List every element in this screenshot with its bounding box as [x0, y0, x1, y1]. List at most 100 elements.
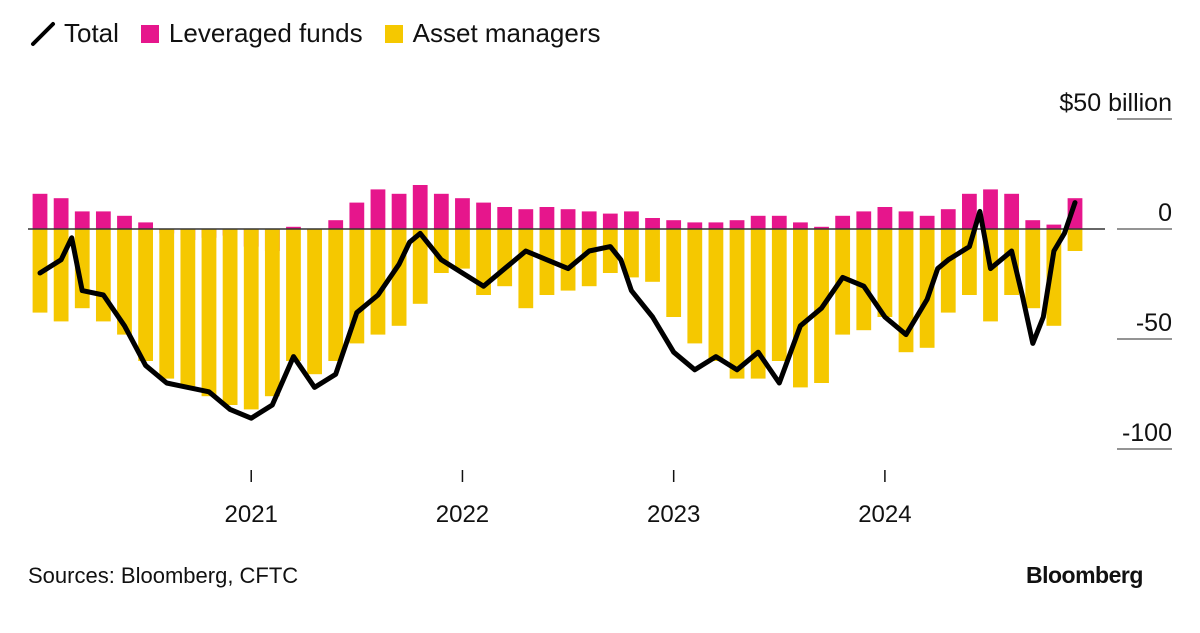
leveraged-bar	[1046, 224, 1062, 229]
asset-bar	[687, 229, 703, 344]
leveraged-bar	[666, 220, 682, 229]
asset-bar	[961, 229, 977, 295]
asset-bar	[117, 229, 132, 335]
leveraged-bar	[370, 189, 386, 229]
leveraged-bar	[1025, 220, 1041, 229]
asset-bar	[645, 229, 660, 282]
asset-bar	[708, 229, 724, 361]
leveraged-bar	[687, 222, 703, 229]
leveraged-bar	[814, 226, 829, 229]
legend-item-leveraged: Leveraged funds	[140, 18, 363, 49]
asset-bar	[412, 229, 428, 304]
leveraged-bar	[793, 222, 808, 229]
legend-label-total: Total	[64, 18, 119, 48]
bloomberg-logo: Bloomberg	[1026, 562, 1143, 588]
asset-bar	[391, 229, 407, 326]
asset-bar	[201, 229, 217, 397]
total-line-icon	[31, 21, 55, 46]
leveraged-bar	[455, 198, 470, 229]
leveraged-bar	[877, 207, 893, 229]
leveraged-bar	[624, 211, 639, 229]
asset-bar	[243, 229, 259, 410]
asset-bar	[264, 229, 280, 397]
legend-label-leveraged: Leveraged funds	[168, 18, 363, 48]
leveraged-bar	[750, 215, 766, 229]
asset-bar	[222, 229, 238, 405]
asset-bar	[307, 229, 322, 375]
leveraged-bar	[708, 222, 724, 229]
asset-bar	[1004, 229, 1020, 295]
leveraged-bar	[856, 211, 872, 229]
asset-bar	[919, 229, 935, 348]
leveraged-bar	[539, 207, 555, 229]
asset-bar	[602, 229, 618, 273]
x-tick-label: 2023	[647, 501, 700, 528]
asset-bar	[877, 229, 893, 317]
asset-bars	[32, 229, 1083, 410]
asset-bar	[729, 229, 745, 379]
chart-legend: Total Leveraged funds Asset managers	[30, 18, 623, 49]
asset-bar	[771, 229, 787, 361]
asset-bar	[940, 229, 956, 313]
leveraged-bar	[602, 213, 618, 229]
asset-bar	[286, 229, 301, 361]
leveraged-bar	[349, 202, 365, 229]
asset-bar	[750, 229, 766, 379]
leveraged-bar	[476, 202, 491, 229]
leveraged-bar	[433, 193, 449, 229]
leveraged-swatch-icon	[140, 24, 159, 43]
leveraged-bar	[940, 209, 956, 229]
leveraged-bar	[835, 215, 851, 229]
total-line	[37, 200, 1078, 421]
asset-bar	[581, 229, 597, 287]
y-tick-label: 0	[1158, 199, 1172, 227]
x-tick-label: 2021	[225, 501, 278, 528]
asset-bar	[624, 229, 639, 278]
leveraged-bar	[729, 220, 745, 229]
leveraged-bar	[53, 198, 69, 229]
asset-bar	[349, 229, 365, 344]
asset-bar	[1025, 229, 1041, 309]
leveraged-bar	[412, 185, 428, 229]
legend-item-asset: Asset managers	[384, 18, 601, 49]
leveraged-bar	[898, 211, 914, 229]
asset-bar	[370, 229, 386, 335]
leveraged-bar	[117, 215, 132, 229]
leveraged-bar	[138, 222, 154, 229]
leveraged-bar	[560, 209, 576, 229]
asset-bar	[497, 229, 513, 287]
leveraged-bar	[961, 193, 977, 229]
x-axis: 2021 2022 2023 2024	[225, 470, 912, 528]
asset-bar	[666, 229, 682, 317]
leveraged-bar	[518, 209, 534, 229]
leveraged-bar	[645, 218, 660, 229]
leveraged-bar	[771, 215, 787, 229]
leveraged-bar	[74, 211, 90, 229]
asset-swatch-icon	[384, 24, 403, 43]
source-note: Sources: Bloomberg, CFTC	[28, 563, 299, 588]
y-axis: $50 billion 0 -50 -100	[1059, 89, 1172, 450]
leveraged-bar	[497, 207, 513, 229]
asset-bar	[328, 229, 344, 361]
leveraged-bar	[983, 189, 998, 229]
y-tick-label: -50	[1136, 309, 1172, 337]
leveraged-bar	[391, 193, 407, 229]
asset-bar	[518, 229, 534, 309]
leveraged-bar	[286, 226, 301, 229]
legend-label-asset: Asset managers	[412, 18, 601, 48]
leveraged-bar	[581, 211, 597, 229]
asset-bar	[180, 229, 196, 388]
leveraged-bar	[328, 220, 344, 229]
asset-bar	[159, 229, 175, 379]
x-tick-label: 2022	[436, 501, 489, 528]
asset-bar	[898, 229, 914, 353]
leveraged-bar	[1004, 193, 1020, 229]
asset-bar	[560, 229, 576, 291]
asset-bar	[476, 229, 491, 295]
x-tick-label: 2024	[858, 501, 911, 528]
asset-bar	[1046, 229, 1062, 326]
y-tick-label: $50 billion	[1059, 89, 1172, 117]
legend-item-total: Total	[30, 18, 119, 49]
asset-bar	[455, 229, 470, 269]
